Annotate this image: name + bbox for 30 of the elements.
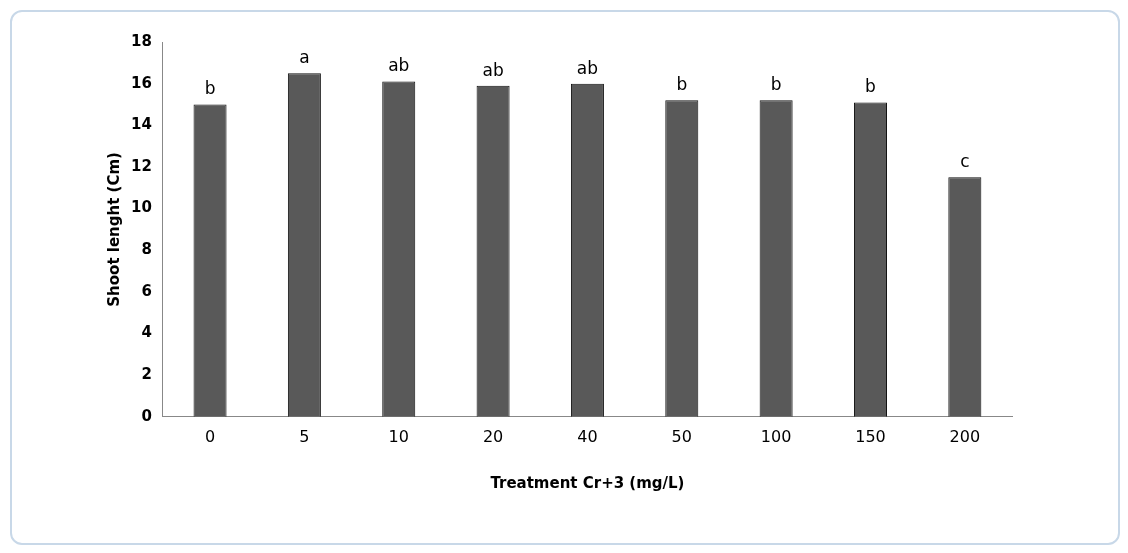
data-label: c xyxy=(960,151,970,172)
data-label: b xyxy=(770,74,782,95)
y-axis-title: Shoot lenght (Cm) xyxy=(104,152,123,307)
y-tick-label: 2 xyxy=(141,365,152,384)
data-label: ab xyxy=(388,55,410,76)
data-label: ab xyxy=(576,57,599,78)
x-tick-label: 100 xyxy=(760,426,792,446)
data-label: b xyxy=(865,76,876,97)
y-tick-label: 18 xyxy=(131,31,152,50)
x-axis-title: Treatment Cr+3 (mg/L) xyxy=(490,473,685,492)
y-tick-label: 12 xyxy=(131,156,152,175)
y-tick-label: 10 xyxy=(131,198,152,217)
y-tick-label: 14 xyxy=(131,115,152,134)
y-tick-label: 0 xyxy=(141,406,152,425)
data-label: a xyxy=(299,47,310,68)
x-tick-label: 50 xyxy=(671,426,692,446)
x-tick-label: 150 xyxy=(855,426,886,446)
y-tick-label: 6 xyxy=(141,281,152,300)
x-tick-label: 5 xyxy=(299,426,310,446)
x-tick-label: 40 xyxy=(577,426,598,446)
y-tick-label: 16 xyxy=(131,73,152,92)
data-label: b xyxy=(204,78,216,99)
x-tick-label: 10 xyxy=(388,426,409,446)
data-label: b xyxy=(676,74,688,95)
x-tick-label: 0 xyxy=(204,426,216,446)
x-tick-label: 200 xyxy=(949,426,981,446)
data-label: ab xyxy=(482,59,504,80)
y-tick-label: 8 xyxy=(141,240,152,259)
x-tick-label: 20 xyxy=(482,426,504,446)
y-tick-label: 4 xyxy=(141,323,152,342)
